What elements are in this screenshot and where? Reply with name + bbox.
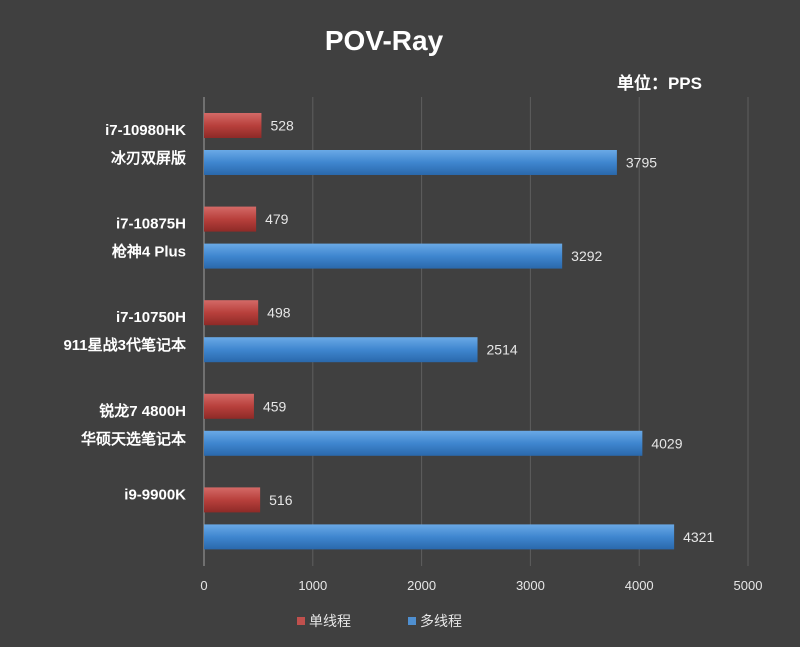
category-label: i7-10980HK (105, 122, 186, 139)
bar-single-thread (204, 300, 259, 326)
data-label: 3795 (626, 155, 657, 171)
data-label: 3292 (571, 248, 602, 264)
bar-multi-thread (204, 150, 617, 175)
category-label: 冰刃双屏版 (111, 149, 186, 167)
bar-multi-thread (204, 430, 643, 456)
bar-multi-thread (204, 243, 563, 269)
legend-swatch (408, 617, 416, 625)
bar-single-thread (204, 113, 262, 138)
data-label: 459 (263, 398, 287, 414)
unit-label: 单位：PPS (617, 73, 702, 93)
legend-label: 多线程 (420, 613, 462, 629)
category-label: 枪神4 Plus (112, 243, 186, 261)
x-axis-ticks: 0 1000 2000 3000 4000 5000 (200, 578, 762, 593)
category-label: 锐龙7 4800H (99, 402, 186, 420)
data-label: 479 (265, 211, 289, 227)
category-label: i7-10875H (116, 216, 186, 233)
category-label: 华硕天选笔记本 (81, 430, 186, 448)
bar-multi-thread (204, 337, 478, 363)
data-label: 528 (270, 118, 294, 134)
x-tick-label: 3000 (516, 578, 545, 593)
category-label: i7-10750H (116, 309, 186, 326)
x-tick-label: 5000 (734, 578, 763, 593)
bars: 528 3795 479 3292 498 2514 459 4029 516 4321 (204, 113, 714, 550)
x-tick-label: 2000 (407, 578, 436, 593)
category-label: 911星战3代笔记本 (63, 336, 186, 354)
data-label: 4321 (683, 529, 714, 545)
gridlines (203, 97, 749, 566)
category-label: i9-9900K (124, 486, 186, 503)
x-tick-label: 0 (200, 578, 207, 593)
x-tick-label: 1000 (298, 578, 327, 593)
legend: 单线程 多线程 (297, 613, 462, 629)
bar-single-thread (204, 487, 261, 513)
legend-label: 单线程 (309, 613, 351, 629)
bar-single-thread (204, 393, 254, 419)
legend-swatch (297, 617, 305, 625)
data-label: 4029 (651, 435, 682, 451)
category-labels: i7-10980HK 冰刃双屏版 i7-10875H 枪神4 Plus i7-10750… (63, 122, 186, 503)
x-tick-label: 4000 (625, 578, 654, 593)
bar-multi-thread (204, 524, 675, 550)
data-label: 2514 (487, 342, 518, 358)
data-label: 516 (269, 492, 293, 508)
bar-single-thread (204, 206, 257, 232)
chart-title: POV-Ray (325, 25, 444, 56)
data-label: 498 (267, 305, 291, 321)
